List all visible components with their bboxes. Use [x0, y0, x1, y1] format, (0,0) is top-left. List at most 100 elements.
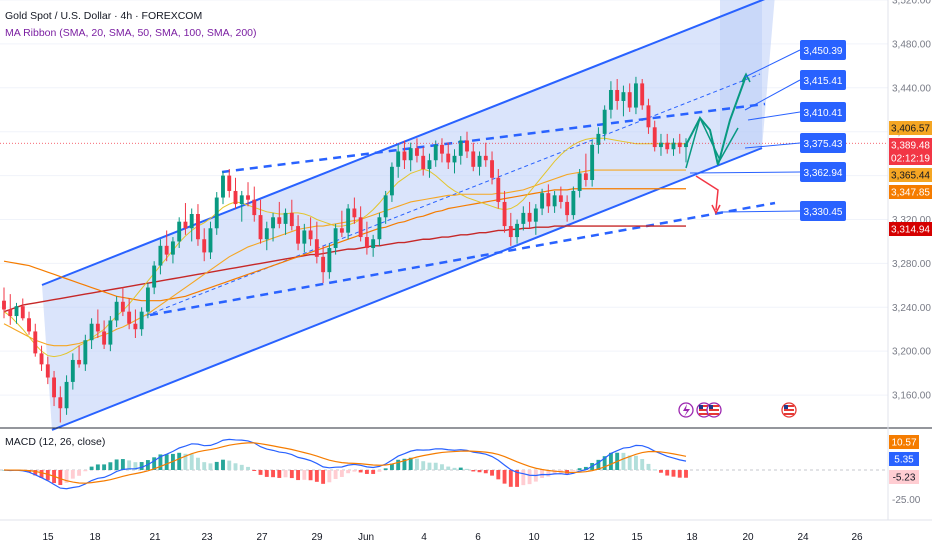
candle [408, 148, 413, 161]
sma50-line [3, 169, 686, 347]
macd-histogram-bar [684, 470, 688, 478]
price-tick-label: 3,520.00 [892, 0, 931, 7]
macd-histogram-bar [108, 462, 113, 470]
macd-histogram-bar [515, 470, 520, 487]
price-badge [889, 138, 932, 152]
price-badge [889, 185, 932, 199]
candle [27, 318, 31, 332]
candle [671, 142, 676, 150]
callout-box [800, 162, 846, 182]
indicator-legend[interactable]: MA Ribbon (SMA, 20, SMA, 50, SMA, 100, S… [5, 27, 257, 39]
candle [646, 105, 651, 128]
candle [108, 320, 113, 345]
macd-histogram-bar [364, 470, 369, 474]
macd-histogram-bar [196, 457, 200, 470]
price-badge [889, 168, 932, 182]
candle [2, 300, 6, 310]
candle [127, 311, 132, 324]
us-flag-icon[interactable] [706, 402, 722, 418]
candle [95, 323, 100, 332]
candle [665, 142, 670, 150]
callout-label: 3,330.45 [804, 207, 843, 218]
candle [377, 217, 382, 240]
macd-histogram-bar [483, 470, 488, 474]
time-tick-label: 20 [742, 532, 754, 543]
macd-tick-label: -25.00 [892, 495, 921, 506]
candle [8, 309, 13, 317]
macd-histogram-bar [577, 468, 582, 470]
event-markers[interactable] [678, 402, 797, 418]
macd-histogram-bar [39, 470, 44, 478]
candle [502, 201, 507, 227]
candle [133, 323, 138, 330]
macd-histogram-bar [302, 470, 307, 480]
price-badges: 3,406.57 3,389.48 02:12:19 3,365.44 3,347.85… [889, 121, 932, 236]
macd-histogram-bar [127, 460, 132, 470]
macd-histogram-bar [189, 454, 194, 470]
time-tick-label: 29 [311, 532, 323, 543]
price-badge [889, 121, 932, 135]
macd-histogram-bar [277, 470, 282, 478]
callout-label: 3,415.41 [804, 76, 843, 87]
time-tick-label: 21 [149, 532, 161, 543]
macd-histogram-bar [546, 470, 551, 477]
time-tick-label: 6 [475, 532, 481, 543]
macd-histogram-bar [527, 470, 532, 485]
candle [202, 239, 207, 253]
candle [45, 364, 50, 378]
candle [333, 228, 338, 249]
time-tick-label: 24 [797, 532, 809, 543]
candle [120, 301, 125, 312]
macd-histogram-bar [83, 470, 88, 472]
macd-histogram-bar [271, 470, 275, 478]
macd-histogram-bar [571, 470, 576, 472]
candle [227, 175, 232, 191]
candle [465, 140, 469, 152]
macd-histogram-bar [465, 468, 469, 470]
candle [77, 359, 82, 365]
candle [170, 241, 175, 255]
candle [364, 237, 369, 249]
price-tick-label: 3,320.00 [892, 215, 931, 226]
price-tick-label: 3,480.00 [892, 39, 931, 50]
candle [433, 144, 438, 161]
candle [314, 239, 319, 257]
macd-histogram-bar [133, 462, 138, 470]
macd-line [3, 438, 687, 490]
candle [70, 359, 75, 382]
candle [352, 208, 357, 218]
macd-axis[interactable]: 10.57 5.35 -5.23 [889, 435, 919, 484]
symbol-title[interactable]: Gold Spot / U.S. Dollar · 4h · FOREXCOM [5, 10, 202, 22]
callout-connector-6 [721, 210, 801, 213]
macd-histogram-bar [396, 459, 401, 470]
macd-histogram-bar [490, 470, 494, 476]
macd-histogram-bar [177, 452, 182, 470]
ascending-channel-fill [42, 0, 775, 430]
macd-histogram-bar [333, 470, 338, 479]
macd-histogram-bar [58, 470, 63, 486]
candle [596, 133, 601, 145]
candle [264, 228, 269, 240]
macd-histogram-bar [27, 470, 31, 473]
macd-badge [889, 470, 919, 484]
candle [634, 83, 638, 108]
candle [677, 142, 682, 148]
macd-histogram-bar [421, 461, 426, 470]
macd-histogram-bar [120, 459, 125, 470]
channel-lower-line [51, 147, 763, 431]
time-axis[interactable]: 15 18 21 23 27 29 Jun 4 6 10 12 15 18 20 24 26 [42, 532, 863, 543]
candle [552, 195, 557, 207]
macd-histogram-bar [352, 470, 357, 472]
time-tick-label: 15 [42, 532, 54, 543]
time-tick-label: 12 [583, 532, 595, 543]
ma-ribbon [3, 137, 686, 358]
us-flag-icon[interactable] [781, 402, 797, 418]
candle [208, 228, 213, 253]
candle [396, 151, 401, 167]
macd-histogram-bar [621, 452, 626, 470]
price-tick-label: 3,160.00 [892, 391, 931, 402]
macd-legend[interactable]: MACD (12, 26, close) [5, 436, 105, 448]
candle [565, 201, 570, 216]
macd-histogram-bar [183, 453, 188, 470]
